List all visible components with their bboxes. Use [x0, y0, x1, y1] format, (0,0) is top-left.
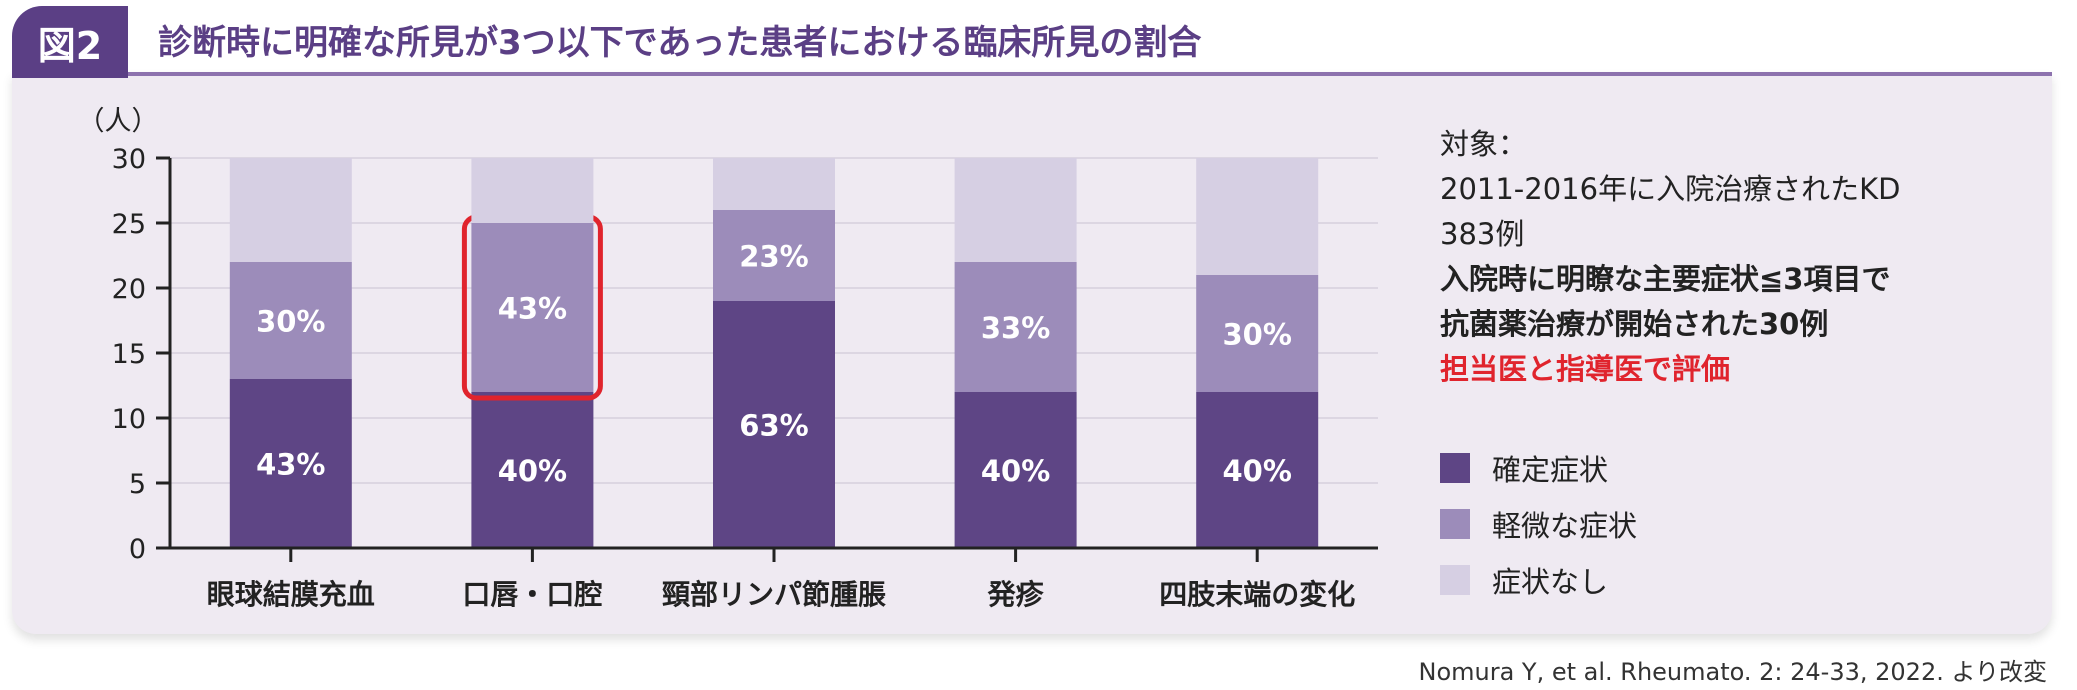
legend-swatch-none	[1440, 565, 1470, 595]
data-label-2-0: 63%	[739, 409, 808, 443]
legend-item-mild: 軽微な症状	[1440, 496, 1637, 552]
data-label-3-0: 40%	[981, 454, 1050, 488]
y-tick-label-30: 30	[112, 144, 146, 175]
y-tick-label-5: 5	[129, 469, 146, 500]
source-citation: Nomura Y, et al. Rheumato. 2: 24-33, 202…	[1418, 658, 2047, 686]
bar-4-series-0	[1196, 392, 1319, 548]
info-target-label: 対象：	[1440, 127, 1528, 161]
data-label-1-1: 43%	[498, 292, 567, 326]
x-tick-label-2: 頸部リンパ節腫脹	[662, 578, 886, 611]
info-criteria: 入院時に明瞭な主要症状≦3項目で	[1440, 262, 1891, 296]
legend-label-none: 症状なし	[1492, 565, 1609, 599]
legend-swatch-mild	[1440, 509, 1470, 539]
info-cases: 383例	[1440, 217, 1525, 251]
bars: 43% 30% 40% 43% 63% 23% 40% 33% 40% 30%	[229, 158, 1319, 548]
bar-3-series-2	[954, 158, 1077, 262]
bar-4-series-1	[1196, 275, 1319, 392]
info-evaluation: 担当医と指導医で評価	[1440, 352, 1731, 386]
figure-badge: 図2	[12, 6, 128, 78]
x-tick-label-0: 眼球結膜充血	[207, 578, 375, 611]
legend-label-mild: 軽微な症状	[1492, 509, 1638, 543]
y-tick-label-0: 0	[129, 534, 146, 565]
data-label-0-0: 43%	[256, 448, 325, 482]
info-sample: 抗菌薬治療が開始された30例	[1440, 307, 1829, 341]
data-label-3-1: 33%	[981, 311, 1050, 345]
y-tick-label-25: 25	[112, 209, 146, 240]
bar-2-series-2	[713, 158, 835, 210]
y-tick-label-15: 15	[112, 339, 146, 370]
y-axis-unit-label: （人）	[78, 106, 159, 137]
data-label-4-0: 40%	[1222, 454, 1291, 488]
axes: 0 5 10 15 20 25 30 眼球結膜充血 口唇・口腔 頸部リンパ節腫脹 発疹 四肢末端の変化	[112, 144, 1378, 611]
study-info: 対象： 2011-2016年に入院治療されたKD 383例 入院時に明瞭な主要症…	[1440, 122, 2040, 392]
header-divider	[128, 72, 2052, 76]
bar-0-series-2	[229, 158, 352, 262]
data-label-2-1: 23%	[739, 240, 808, 274]
data-label-0-1: 30%	[256, 305, 325, 339]
bar-0-series-0	[229, 379, 352, 548]
chart-legend: 確定症状 軽微な症状 症状なし	[1440, 440, 1637, 608]
legend-label-definite: 確定症状	[1492, 453, 1609, 487]
legend-item-definite: 確定症状	[1440, 440, 1637, 496]
y-tick-label-10: 10	[112, 404, 146, 435]
x-tick-label-4: 四肢末端の変化	[1159, 578, 1355, 611]
bar-2-series-0	[713, 301, 835, 548]
data-label-4-1: 30%	[1222, 318, 1291, 352]
info-cohort: 2011-2016年に入院治療されたKD	[1440, 172, 1901, 206]
legend-item-none: 症状なし	[1440, 552, 1637, 608]
bar-1-series-2	[471, 158, 594, 223]
bar-0-series-1	[229, 262, 352, 379]
figure-title: 診断時に明確な所見が3つ以下であった患者における臨床所見の割合	[158, 22, 1202, 63]
x-tick-label-1: 口唇・口腔	[462, 578, 602, 611]
bar-3-series-0	[954, 392, 1077, 548]
bar-1-series-1	[471, 223, 594, 392]
y-tick-label-20: 20	[112, 274, 146, 305]
x-tick-label-3: 発疹	[987, 578, 1045, 611]
bar-1-series-0	[471, 392, 594, 548]
bar-2-series-1	[713, 210, 835, 301]
bar-3-series-1	[954, 262, 1077, 392]
data-label-1-0: 40%	[498, 454, 567, 488]
legend-swatch-definite	[1440, 453, 1470, 483]
bar-4-series-2	[1196, 158, 1319, 275]
